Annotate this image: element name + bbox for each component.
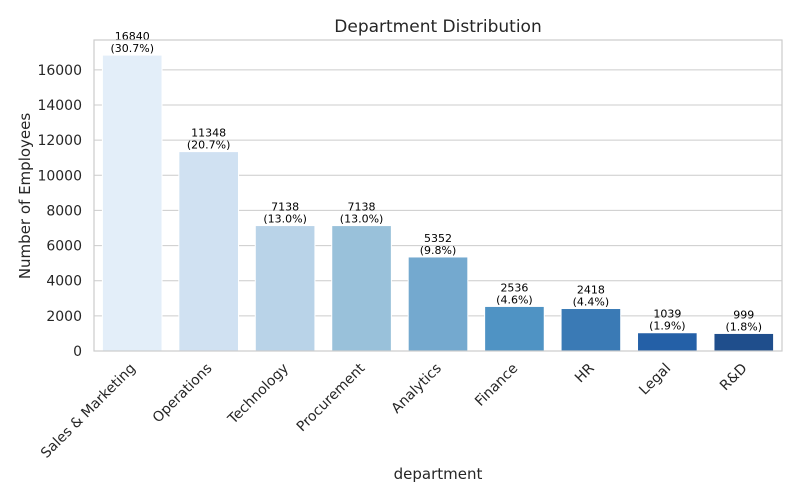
x-tick-label: Legal bbox=[636, 361, 674, 399]
y-tick-label: 8000 bbox=[46, 203, 82, 219]
data-label-value: 999 bbox=[733, 308, 754, 321]
data-label-percent: (4.4%) bbox=[573, 296, 610, 309]
bar bbox=[101, 54, 163, 352]
y-tick-labels: 0 2000 4000 6000 8000 10000 12000 14000 16000 bbox=[37, 63, 82, 360]
bar bbox=[560, 308, 622, 352]
data-label-value: 11348 bbox=[191, 127, 226, 140]
x-tick-label: Sales & Marketing bbox=[38, 361, 139, 462]
data-label-percent: (13.0%) bbox=[340, 213, 384, 226]
data-label-percent: (4.6%) bbox=[496, 293, 533, 306]
data-label-value: 2418 bbox=[577, 284, 605, 297]
data-labels: 16840(30.7%)11348(20.7%)7138(13.0%)7138(… bbox=[110, 30, 762, 333]
bar bbox=[331, 225, 392, 352]
bar bbox=[713, 332, 775, 352]
x-tick-label: HR bbox=[572, 360, 598, 386]
y-tick-label: 0 bbox=[73, 344, 82, 360]
x-tick-label: Finance bbox=[472, 361, 521, 410]
data-label-value: 5352 bbox=[424, 232, 452, 245]
bars bbox=[101, 54, 775, 352]
data-label-value: 2536 bbox=[500, 281, 528, 294]
y-tick-label: 16000 bbox=[37, 63, 82, 79]
x-tick-label: R&D bbox=[717, 361, 751, 395]
x-tick-labels: Sales & Marketing Operations Technology Pro… bbox=[38, 360, 751, 461]
data-label-value: 1039 bbox=[653, 308, 681, 321]
x-tick-label: Procurement bbox=[294, 360, 369, 435]
y-tick-label: 14000 bbox=[37, 98, 82, 114]
x-tick-label: Analytics bbox=[389, 361, 445, 417]
plot-frame bbox=[93, 39, 783, 352]
x-tick-label: Technology bbox=[224, 361, 291, 428]
chart-title: Department Distribution bbox=[334, 17, 541, 37]
data-label-value: 7138 bbox=[271, 201, 299, 214]
data-label-percent: (1.8%) bbox=[726, 320, 763, 333]
data-label-percent: (13.0%) bbox=[263, 213, 307, 226]
data-label-percent: (1.9%) bbox=[649, 320, 686, 333]
bar bbox=[407, 256, 469, 352]
bar bbox=[178, 151, 239, 352]
y-tick-label: 12000 bbox=[37, 133, 82, 149]
bar bbox=[484, 305, 545, 352]
data-label-value: 7138 bbox=[348, 201, 376, 214]
y-tick-label: 10000 bbox=[37, 168, 82, 184]
data-label-percent: (30.7%) bbox=[110, 42, 154, 55]
x-axis-label: department bbox=[394, 465, 483, 483]
y-tick-label: 2000 bbox=[46, 309, 82, 325]
bar bbox=[254, 225, 316, 352]
y-tick-label: 4000 bbox=[46, 274, 82, 290]
data-label-percent: (9.8%) bbox=[420, 244, 457, 257]
bar bbox=[637, 332, 698, 352]
data-label-percent: (20.7%) bbox=[187, 139, 231, 152]
x-tick-label: Operations bbox=[150, 361, 216, 427]
y-axis-label: Number of Employees bbox=[16, 113, 34, 280]
y-tick-label: 6000 bbox=[46, 239, 82, 255]
